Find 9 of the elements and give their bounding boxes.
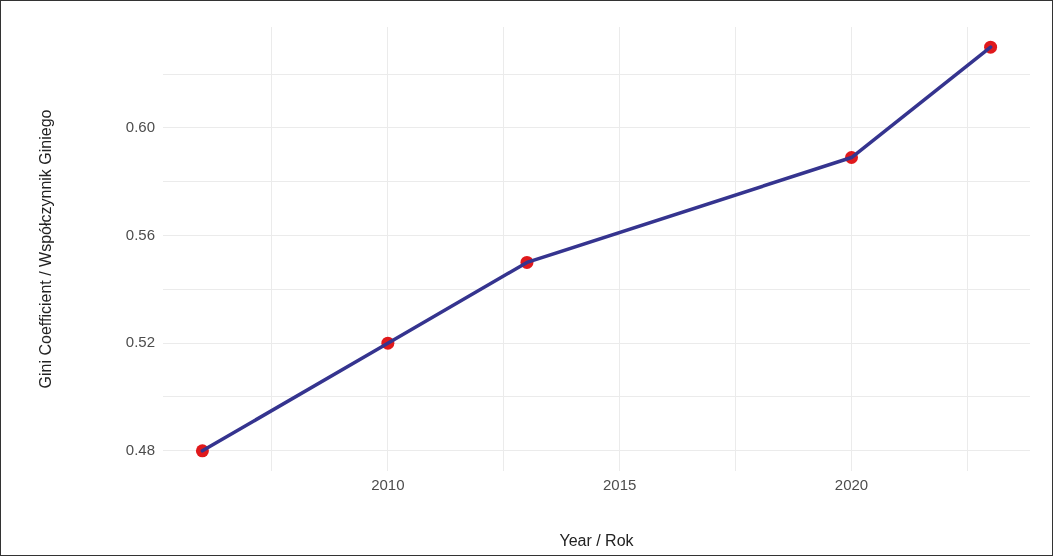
x-tick-label: 2020 (834, 476, 869, 494)
x-axis-title: Year / Rok (559, 531, 635, 549)
y-tick-label: 0.52 (125, 333, 155, 351)
y-tick-label: 0.60 (125, 118, 155, 136)
y-tick-label: 0.48 (125, 440, 155, 458)
y-axis-title: Gini Coefficient / Współczynnik Giniego (37, 109, 55, 389)
x-tick-label: 2010 (371, 476, 405, 494)
y-tick-label: 0.56 (125, 225, 155, 243)
x-tick-label: 2015 (602, 476, 637, 494)
